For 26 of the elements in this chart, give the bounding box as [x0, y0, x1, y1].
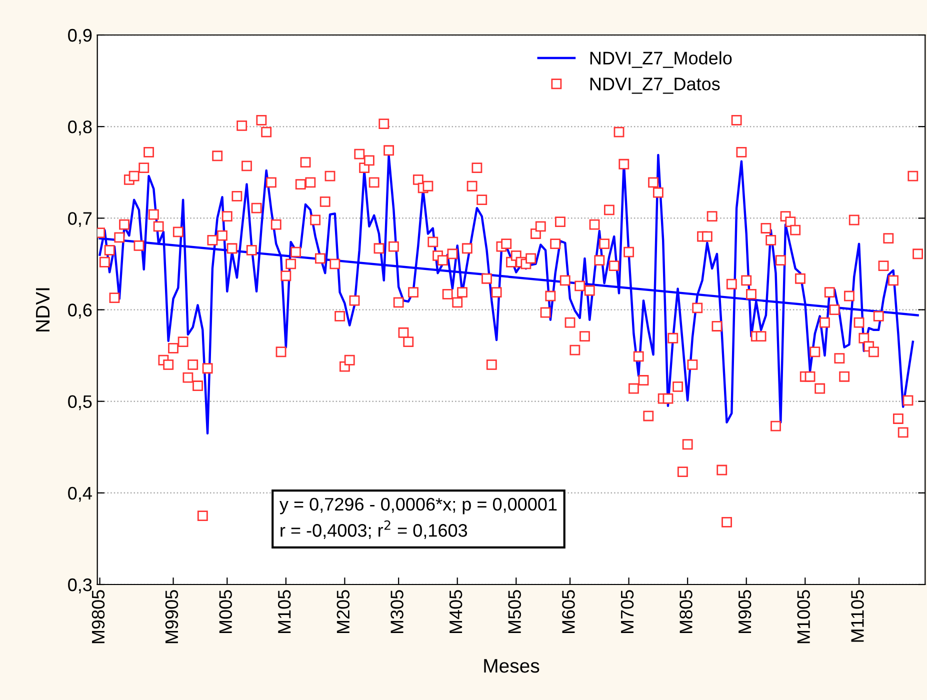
x-tick-label: M105 [278, 590, 291, 634]
x-tick-label: M505 [508, 590, 521, 634]
x-tick-label: M805 [680, 590, 692, 634]
y-tick-label: 0,8 [68, 120, 92, 136]
y-axis-title: NDVI [36, 288, 50, 332]
x-tick-label: M205 [336, 590, 350, 634]
y-tick-label: 0,9 [68, 28, 92, 44]
x-tick-label: M305 [390, 590, 404, 634]
x-tick-label: M405 [449, 590, 462, 634]
x-tick-label: M1005 [797, 590, 810, 644]
y-tick-label: 0,7 [68, 212, 92, 228]
x-tick-label: M9805 [92, 590, 105, 644]
x-axis-title: Meses [484, 659, 540, 673]
legend-label: NDVI_Z7_Modelo [590, 51, 732, 68]
legend-label: NDVI_Z7_Datos [590, 78, 720, 94]
x-tick-label: M905 [738, 590, 752, 634]
y-tick-label: 0,5 [68, 395, 92, 410]
y-tick-label: 0,4 [68, 486, 92, 502]
x-tick-label: M605 [562, 590, 575, 634]
y-tick-label: 0,6 [68, 304, 92, 319]
x-tick-label: M9905 [165, 590, 178, 644]
x-tick-label: M1105 [851, 590, 864, 642]
x-tick-label: M705 [620, 590, 634, 634]
x-tick-label: M005 [219, 590, 232, 634]
y-tick-label: 0,3 [68, 578, 92, 594]
annotation: y = 0,7296 - 0,0006*x; p = 0,00001 r = -0,4003; r$^{2}$ = 0,1603 [280, 498, 557, 539]
